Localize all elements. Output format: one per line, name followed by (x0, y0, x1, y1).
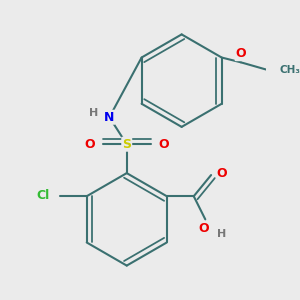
Text: N: N (104, 111, 115, 124)
Text: S: S (122, 138, 131, 151)
Text: H: H (217, 229, 226, 239)
Text: CH₃: CH₃ (280, 65, 300, 75)
Text: O: O (198, 223, 209, 236)
Text: O: O (236, 47, 246, 60)
Text: H: H (88, 108, 98, 118)
Text: O: O (158, 138, 169, 151)
Text: Cl: Cl (37, 189, 50, 202)
Text: O: O (84, 138, 95, 151)
Text: O: O (217, 167, 227, 180)
